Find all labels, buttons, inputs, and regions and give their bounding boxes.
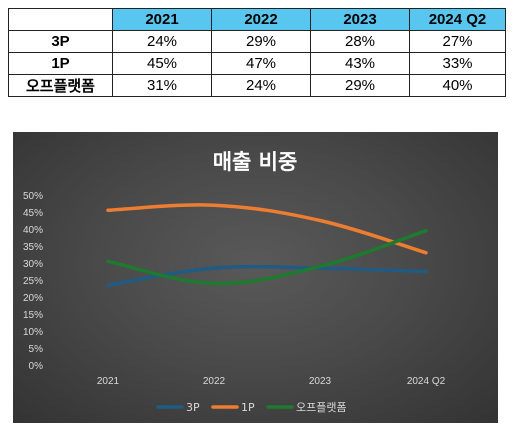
table-header-cell: 2023 [310, 8, 410, 31]
x-tick-label: 2021 [97, 376, 120, 387]
y-axis: 0% 5% 10% 15% 20% 25% 30% 35% 40% 45% 50% [23, 191, 43, 372]
x-tick-label: 2022 [203, 376, 226, 387]
legend: 3P 1P 오프플랫폼 [156, 401, 347, 414]
series-line-3P [106, 264, 428, 287]
series-line-1P [106, 203, 428, 255]
table-header-cell: 2022 [211, 8, 311, 31]
y-tick-label: 0% [29, 361, 44, 372]
legend-label: 오프플랫폼 [296, 401, 347, 414]
table-cell: 28% [310, 30, 410, 53]
series-line-오프플랫폼 [106, 228, 428, 286]
table-cell: 29% [211, 30, 311, 53]
y-tick-label: 20% [23, 293, 43, 304]
y-tick-label: 25% [23, 276, 43, 287]
data-table: 2021 2022 2023 2024 Q2 3P 24% 29% 28% 27… [8, 8, 506, 97]
row-label: 오프플랫폼 [8, 74, 113, 97]
y-tick-label: 40% [23, 225, 43, 236]
chart-canvas: 매출 비중 0% 5% 10% 15% 20% 25% 30% 35% 40% 45% 50% 20… [23, 150, 446, 414]
table-cell: 24% [211, 74, 311, 97]
series-lines [106, 203, 428, 287]
table-row: 3P 24% 29% 28% 27% [8, 30, 506, 53]
table-header-row: 2021 2022 2023 2024 Q2 [8, 8, 506, 31]
y-tick-label: 5% [29, 344, 44, 355]
table-row: 1P 45% 47% 43% 33% [8, 52, 506, 75]
table-cell: 43% [310, 52, 410, 75]
table-cell: 24% [112, 30, 212, 53]
y-tick-label: 15% [23, 310, 43, 321]
table-cell: 40% [409, 74, 506, 97]
row-label: 1P [8, 52, 113, 75]
table-cell: 47% [211, 52, 311, 75]
line-chart: 매출 비중 0% 5% 10% 15% 20% 25% 30% 35% 40% 45% 50% 20… [13, 132, 498, 423]
legend-label: 3P [186, 401, 200, 414]
table-corner-cell [8, 8, 113, 31]
row-label: 3P [8, 30, 113, 53]
table-cell: 31% [112, 74, 212, 97]
y-tick-label: 30% [23, 259, 43, 270]
y-tick-label: 10% [23, 327, 43, 338]
table-header-cell: 2024 Q2 [409, 8, 506, 31]
table-cell: 27% [409, 30, 506, 53]
chart-title: 매출 비중 [213, 150, 298, 174]
table-cell: 29% [310, 74, 410, 97]
legend-label: 1P [241, 401, 255, 414]
table-row: 오프플랫폼 31% 24% 29% 40% [8, 74, 506, 97]
table-cell: 33% [409, 52, 506, 75]
x-tick-label: 2024 Q2 [407, 376, 446, 387]
x-axis: 2021 2022 2023 2024 Q2 [97, 376, 446, 387]
table-header-cell: 2021 [112, 8, 212, 31]
y-tick-label: 45% [23, 208, 43, 219]
y-tick-label: 35% [23, 242, 43, 253]
x-tick-label: 2023 [309, 376, 332, 387]
table-cell: 45% [112, 52, 212, 75]
y-tick-label: 50% [23, 191, 43, 202]
